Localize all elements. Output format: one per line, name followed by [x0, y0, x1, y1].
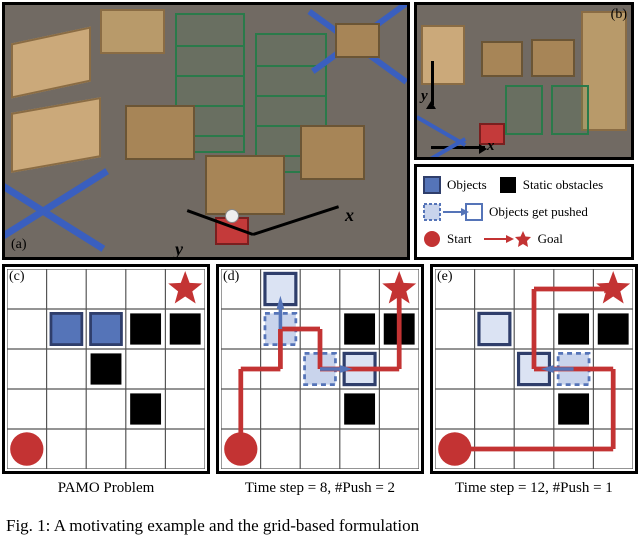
- grid-d-panel: (d): [216, 264, 424, 474]
- objects-swatch: [423, 176, 441, 194]
- start-swatch: [423, 230, 441, 248]
- legend-goal: Goal: [538, 231, 563, 247]
- legend-pushed: Objects get pushed: [489, 204, 588, 220]
- axis-y-label-b: y: [421, 88, 428, 105]
- figure-caption: Fig. 1: A motivating example and the gri…: [0, 510, 640, 536]
- panel-e-label: (e): [437, 269, 453, 285]
- panel-c-label: (c): [9, 269, 25, 285]
- axis-y-label-a: y: [175, 239, 183, 260]
- legend-obstacles: Static obstacles: [523, 177, 604, 193]
- axis-x-label-b: x: [487, 138, 495, 155]
- grid-d-caption: Time step = 8, #Push = 2: [216, 474, 424, 497]
- grid-e-caption: Time step = 12, #Push = 1: [430, 474, 638, 497]
- obstacle-swatch: [499, 176, 517, 194]
- goal-swatch: [482, 230, 532, 248]
- warehouse-b-panel: x y (b): [414, 2, 634, 160]
- grid-e-panel: (e): [430, 264, 638, 474]
- grid-c-panel: (c): [2, 264, 210, 474]
- grid-c-caption: PAMO Problem: [2, 474, 210, 497]
- panel-a-label: (a): [11, 237, 27, 253]
- panel-d-label: (d): [223, 269, 239, 285]
- legend-start: Start: [447, 231, 472, 247]
- axis-x-label-a: x: [345, 205, 354, 226]
- legend-objects: Objects: [447, 177, 487, 193]
- panel-b-label: (b): [611, 7, 627, 23]
- warehouse-a-panel: x y (a): [2, 2, 410, 260]
- pushed-swatch: [423, 203, 483, 221]
- legend: Objects Static obstacles Objects get pus…: [414, 164, 634, 260]
